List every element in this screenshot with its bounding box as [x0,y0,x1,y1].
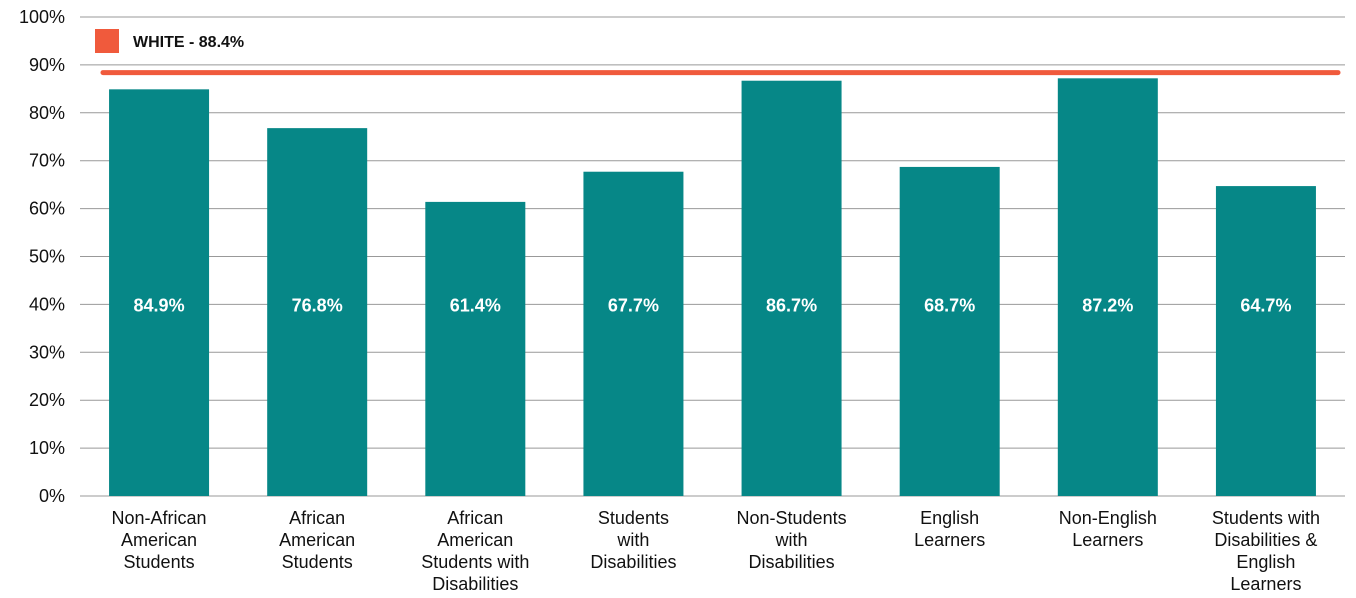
bar-data-label: 61.4% [450,295,501,315]
x-tick-label-line: African [289,508,345,528]
y-tick-label: 40% [29,294,65,314]
x-tick-label-line: Non-African [112,508,207,528]
x-tick-label-line: with [775,530,808,550]
bar [1215,186,1316,496]
y-tick-label: 10% [29,438,65,458]
x-tick-label-line: Disabilities [432,574,518,594]
x-tick-label-line: Disabilities & [1214,530,1317,550]
bar-data-label: 67.7% [608,295,659,315]
x-tick-label-line: Students [598,508,669,528]
x-tick-label-line: Non-Students [737,508,847,528]
x-tick-label: Students with Disabilities & English Learne… [1212,508,1320,594]
y-tick-label: 100% [19,7,65,27]
x-tick-label-line: Students with [421,552,529,572]
x-tick-label-line: American [279,530,355,550]
y-tick-label: 70% [29,151,65,171]
x-tick-label-line: Students [124,552,195,572]
y-tick-label: 30% [29,342,65,362]
x-tick-label-line: English [1236,552,1295,572]
y-tick-label: 60% [29,199,65,219]
x-tick-label: English Learners [914,508,985,550]
x-tick-label-line: Students [282,552,353,572]
x-tick-label-line: with [616,530,649,550]
x-tick-label-line: Disabilities [749,552,835,572]
x-tick-label-line: Students with [1212,508,1320,528]
x-tick-label-line: Disabilities [590,552,676,572]
bar [1057,78,1158,496]
x-tick-label-line: American [437,530,513,550]
bar [583,171,684,497]
x-tick-label: Non-Students with Disabilities [737,508,847,572]
y-axis: 0% 10% 20% 30% 40% 50% 60% 70% 80% 90% 100% [19,7,65,506]
y-tick-label: 20% [29,390,65,410]
x-tick-label-line: African [447,508,503,528]
bar [267,128,368,497]
bars [109,78,1316,497]
x-tick-label: African American Students with Disabilities [421,508,529,594]
x-tick-label: Non-English Learners [1059,508,1157,550]
x-tick-label-line: Non-English [1059,508,1157,528]
bar [899,166,1000,496]
reference-line-group: WHITE - 88.4% [95,29,1341,76]
bar [425,201,526,497]
bar [741,80,842,496]
x-tick-label-line: English [920,508,979,528]
bar-data-label: 84.9% [134,295,185,315]
y-tick-label: 50% [29,247,65,267]
x-tick-label-line: Learners [914,530,985,550]
bar-data-labels: 84.9% 76.8% 61.4% 67.7% 86.7% 68.7% 87.2% 64.7% [134,295,1292,315]
bar-data-label: 87.2% [1082,295,1133,315]
x-tick-label: Non-African American Students [112,508,207,572]
x-tick-label: Students with Disabilities [590,508,676,572]
x-tick-label: African American Students [279,508,355,572]
y-tick-label: 80% [29,103,65,123]
x-tick-label-line: Learners [1072,530,1143,550]
x-tick-label-line: Learners [1230,574,1301,594]
bar-data-label: 64.7% [1240,295,1291,315]
bar [109,89,210,496]
bar-data-label: 76.8% [292,295,343,315]
legend-label-white: WHITE - 88.4% [133,34,244,51]
bar-data-label: 86.7% [766,295,817,315]
bar-data-label: 68.7% [924,295,975,315]
y-tick-label: 0% [39,486,65,506]
y-tick-label: 90% [29,55,65,75]
legend-swatch-white [95,29,119,53]
x-tick-label-line: American [121,530,197,550]
